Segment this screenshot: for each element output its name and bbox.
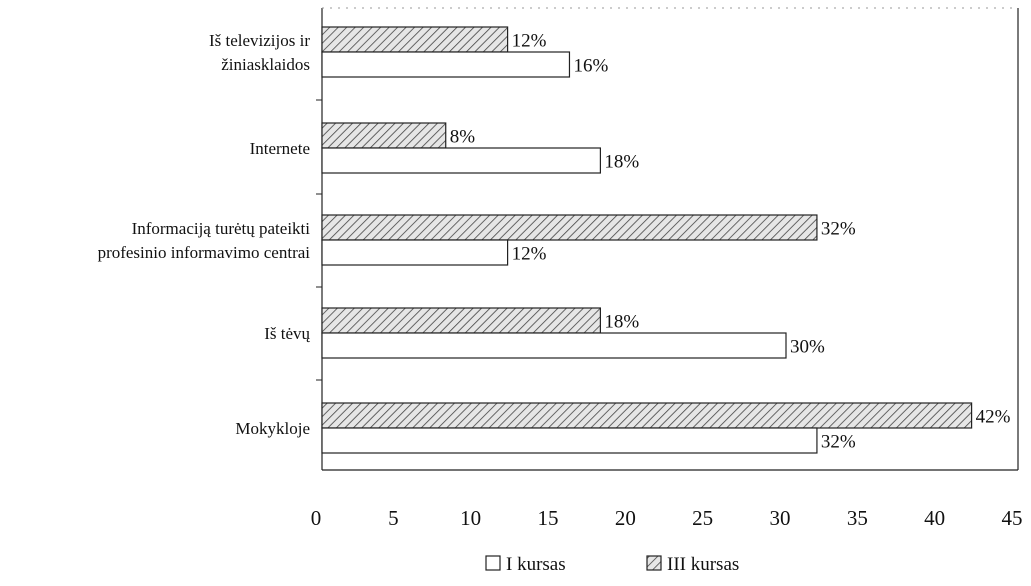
x-tick-label: 20	[615, 506, 636, 530]
x-tick-label: 0	[311, 506, 322, 530]
data-label-iii-kursas: 18%	[604, 312, 639, 333]
x-tick-label: 30	[770, 506, 791, 530]
legend-label-i-kursas: I kursas	[506, 554, 566, 575]
category-label: Mokykloje	[235, 419, 310, 438]
x-tick-label: 35	[847, 506, 868, 530]
bar-iii-kursas	[322, 403, 972, 428]
data-label-iii-kursas: 12%	[512, 31, 547, 52]
bar-iii-kursas	[322, 27, 508, 52]
category-label: Internete	[250, 139, 310, 158]
data-labels: 12% 8% 32% 18% 42% 16% 18% 12% 30% 32%	[450, 31, 1011, 453]
category-label: profesinio informavimo centrai	[98, 243, 311, 262]
category-label: žiniasklaidos	[221, 55, 310, 74]
data-label-i-kursas: 12%	[512, 244, 547, 265]
data-label-i-kursas: 32%	[821, 432, 856, 453]
data-label-iii-kursas: 32%	[821, 219, 856, 240]
x-tick-label: 10	[460, 506, 481, 530]
x-tick-label: 5	[388, 506, 399, 530]
legend-swatch-iii-kursas	[647, 556, 661, 570]
bar-iii-kursas	[322, 123, 446, 148]
legend-label-iii-kursas: III kursas	[667, 554, 739, 575]
x-tick-label: 25	[692, 506, 713, 530]
bar-iii-kursas	[322, 308, 600, 333]
legend: I kursas III kursas	[486, 554, 739, 575]
data-label-i-kursas: 30%	[790, 337, 825, 358]
bar-i-kursas	[322, 428, 817, 453]
bar-i-kursas	[322, 333, 786, 358]
x-tick-label: 40	[924, 506, 945, 530]
data-label-i-kursas: 18%	[604, 152, 639, 173]
x-tick-label: 15	[538, 506, 559, 530]
category-label: Iš tėvų	[264, 324, 310, 343]
category-label: Iš televizijos ir	[209, 31, 310, 50]
bar-iii-kursas	[322, 215, 817, 240]
bar-i-kursas	[322, 240, 508, 265]
x-axis-ticks: 0 5 10 15 20 25 30 35 40 45	[311, 506, 1023, 530]
data-label-i-kursas: 16%	[573, 56, 608, 77]
x-tick-label: 45	[1002, 506, 1023, 530]
data-label-iii-kursas: 42%	[976, 407, 1011, 428]
bars	[322, 27, 972, 453]
bar-i-kursas	[322, 52, 569, 77]
category-labels: Iš televizijos ir žiniasklaidos Internete I…	[98, 31, 311, 438]
legend-swatch-i-kursas	[486, 556, 500, 570]
category-label: Informaciją turėtų pateikti	[132, 219, 311, 238]
data-label-iii-kursas: 8%	[450, 127, 476, 148]
bar-i-kursas	[322, 148, 600, 173]
